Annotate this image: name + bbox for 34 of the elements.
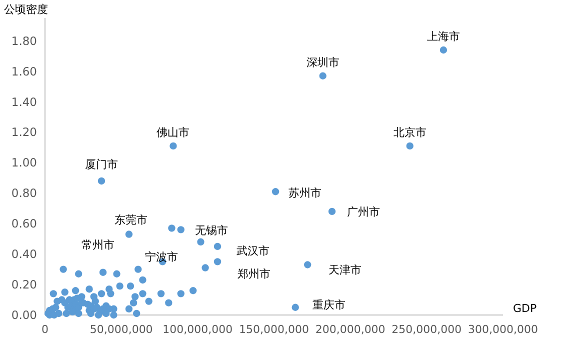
y-tick-label: 1.60 (11, 64, 37, 78)
annotation: 常州市 (82, 238, 115, 252)
annotation: 佛山市 (156, 126, 190, 139)
x-tick-label: 50,000,000 (90, 323, 153, 336)
annotation: 苏州市 (288, 186, 322, 200)
y-tick-label: 0.60 (11, 216, 37, 231)
annotation: 深圳市 (306, 56, 340, 69)
y-tick-label: 0.40 (11, 247, 37, 262)
annotation: 宁波市 (145, 250, 178, 264)
x-tick-label: 250,000,000 (392, 323, 462, 336)
annotation: 北京市 (393, 126, 426, 139)
annotation: 无锡市 (195, 224, 228, 237)
annotation: 东莞市 (114, 213, 148, 226)
y-tick-label: 0.80 (11, 186, 37, 200)
annotation: 上海市 (426, 30, 460, 43)
y-axis-title: 公顷密度 (4, 3, 48, 16)
annotation: 郑州市 (238, 268, 271, 281)
x-tick-label: 100,000,000 (162, 323, 233, 336)
annotation: 武汉市 (236, 244, 270, 258)
x-axis-title: GDP (513, 302, 537, 315)
annotation: 厦门市 (84, 158, 118, 171)
y-tick-label: 1.00 (11, 156, 37, 170)
y-tick-label: 0.20 (11, 278, 37, 292)
y-tick-label: 1.40 (11, 94, 37, 109)
annotation: 广州市 (347, 205, 380, 218)
x-tick-label: 300,000,000 (468, 323, 538, 336)
x-tick-label: 0 (42, 323, 48, 336)
annotation: 重庆市 (312, 298, 346, 312)
y-tick-label: 0.00 (11, 308, 37, 322)
annotation: 天津市 (328, 264, 362, 277)
x-tick-label: 200,000,000 (315, 323, 386, 336)
y-tick-label: 1.80 (11, 34, 37, 48)
y-tick-label: 1.20 (11, 125, 37, 140)
x-tick-label: 150,000,000 (239, 323, 309, 336)
